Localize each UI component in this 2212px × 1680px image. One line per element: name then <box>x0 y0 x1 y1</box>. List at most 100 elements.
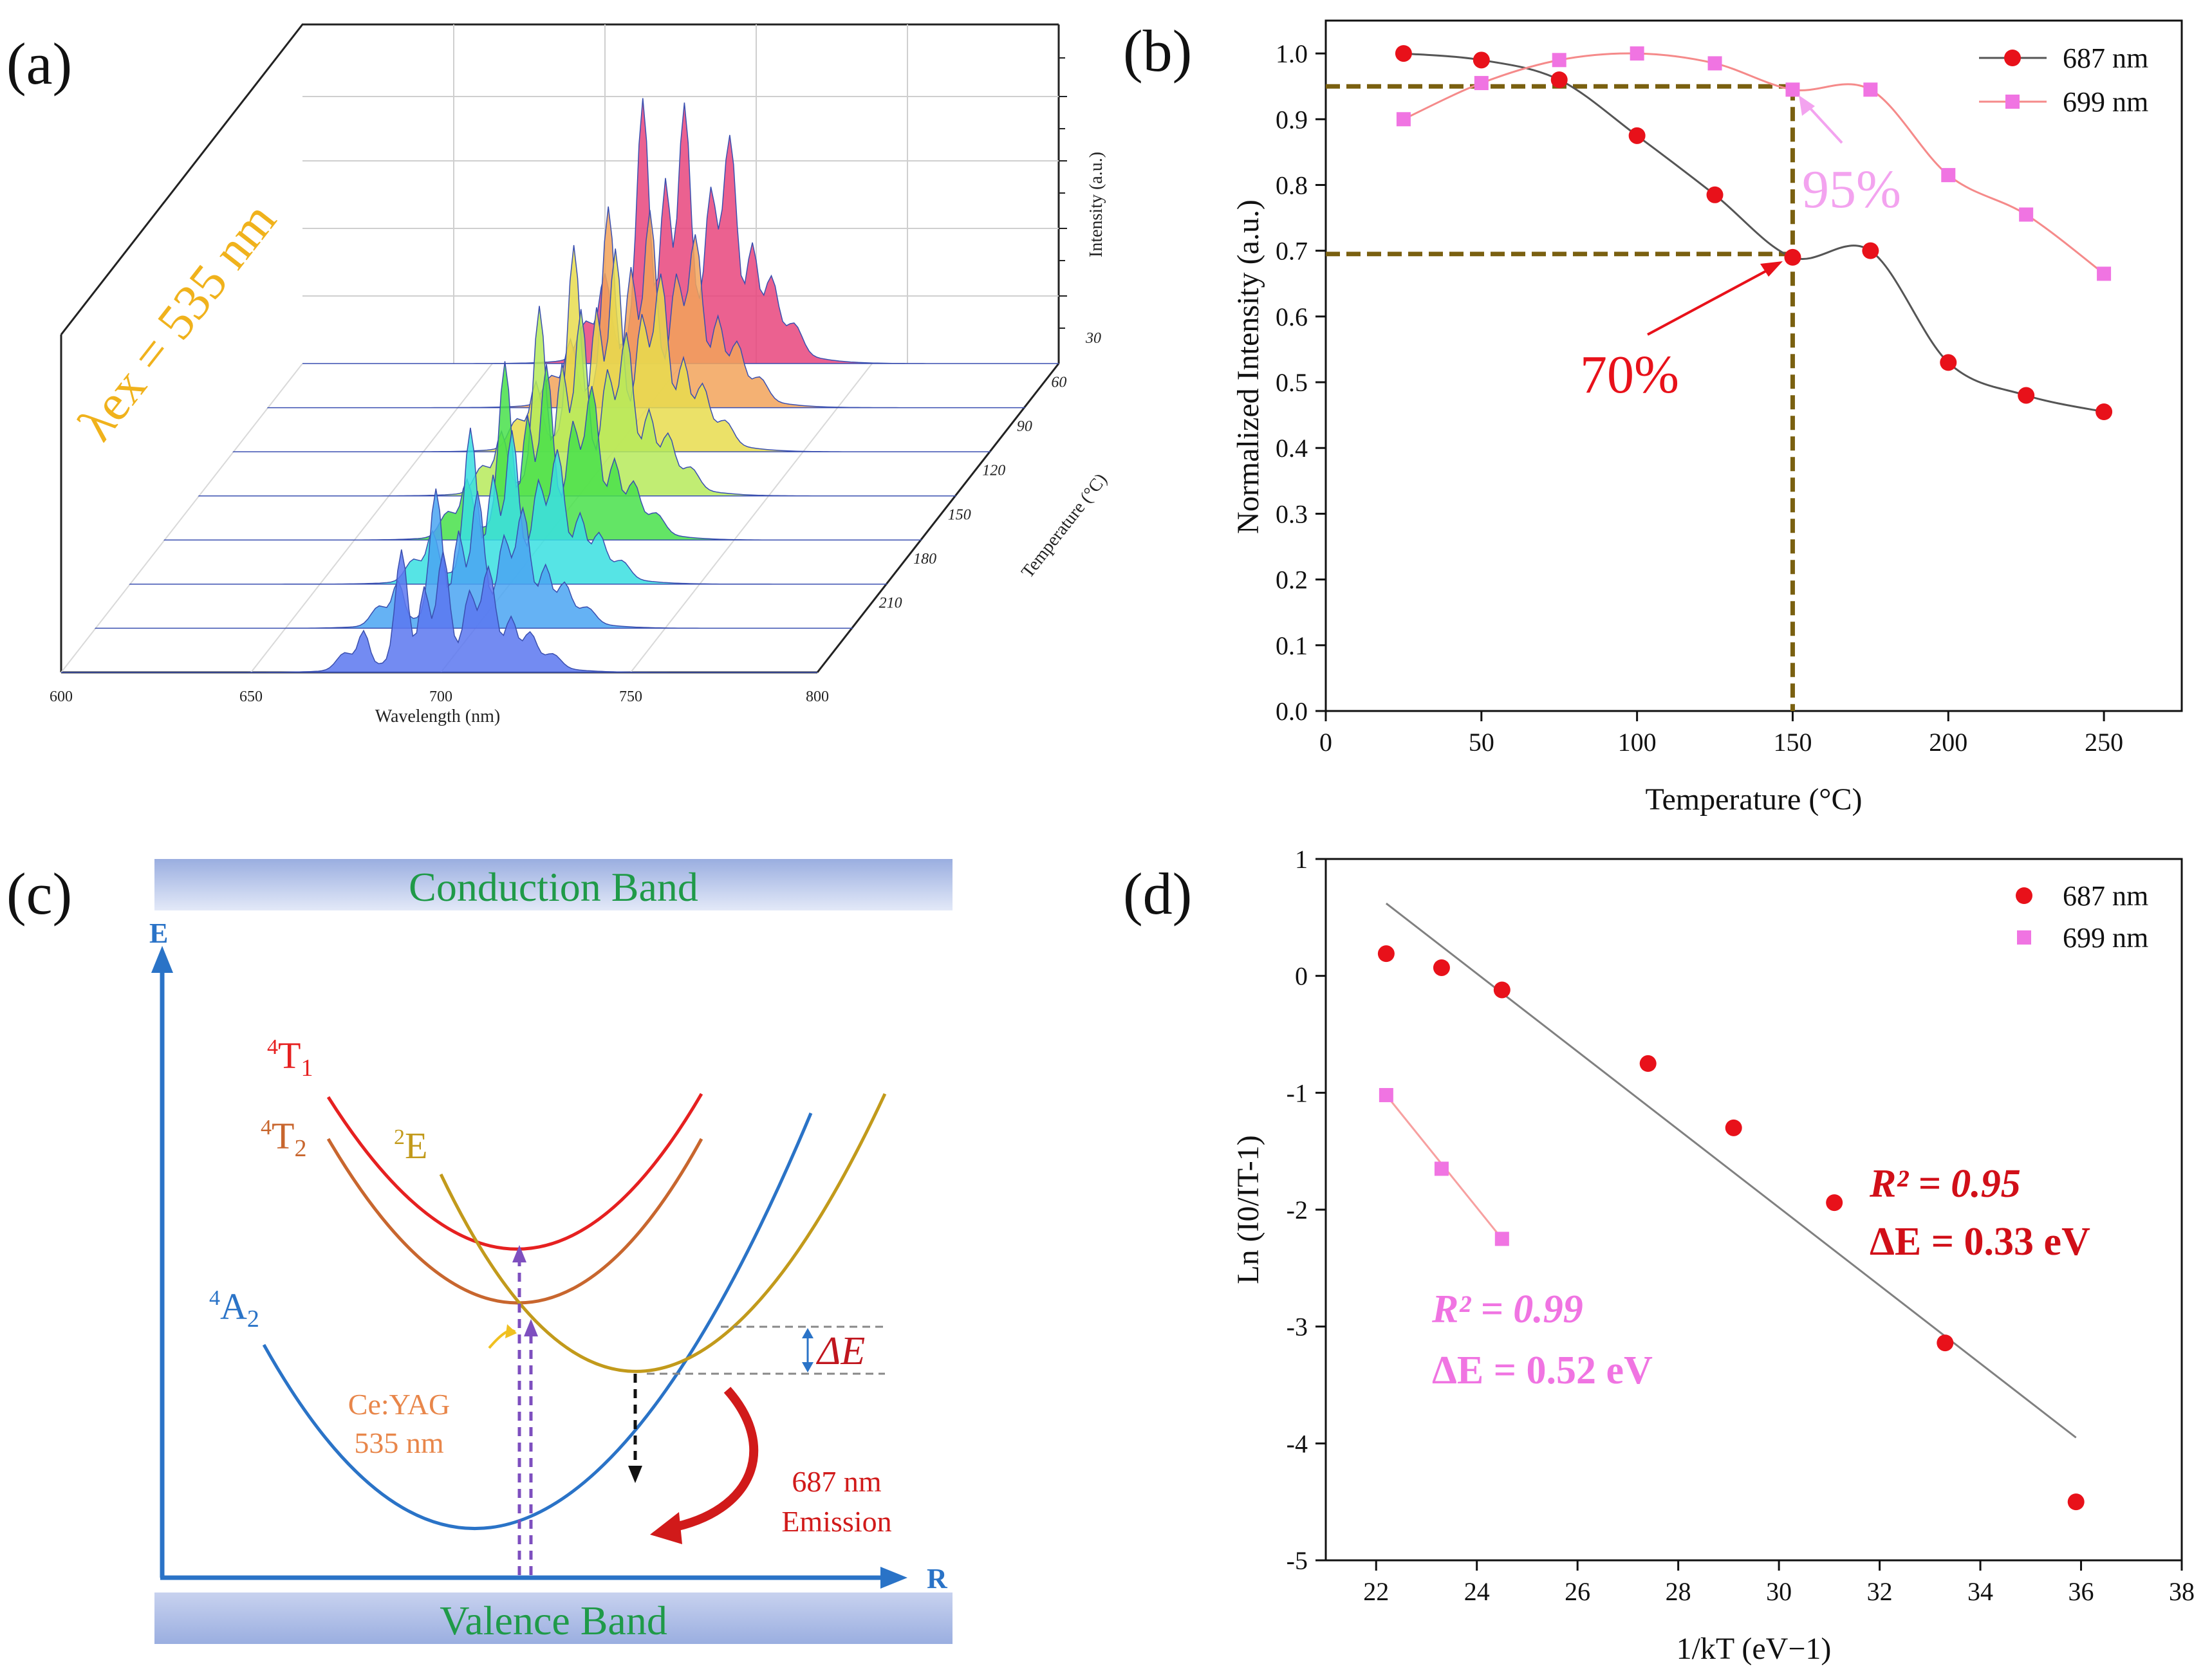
curve-2E <box>439 1093 887 1373</box>
wl-tick-650: 650 <box>239 688 263 705</box>
wl-tick-800: 800 <box>806 688 829 705</box>
x-tick-label: 30 <box>1766 1577 1792 1606</box>
temperature-tick-labels: 30 60 90 120 150 180 210 <box>879 330 1101 611</box>
temperature-axis <box>816 363 1060 673</box>
emission-curved-arrow <box>668 1387 759 1533</box>
legend-label-687: 687 nm <box>2063 42 2148 74</box>
point-687nm <box>1377 945 1395 963</box>
x-tick-label: 38 <box>2169 1577 2195 1606</box>
temp-tick-150: 150 <box>948 506 971 523</box>
y-tick-label: 1.0 <box>1276 39 1308 68</box>
arrow-95 <box>1799 95 1843 144</box>
temp-tick-180: 180 <box>913 551 936 568</box>
legend-marker-699 <box>2017 930 2031 945</box>
point-687nm <box>1862 242 1879 259</box>
y-tick-label: 0.1 <box>1276 631 1308 660</box>
series-line-687nm <box>1403 52 2105 413</box>
y-tick-label: -3 <box>1287 1313 1308 1342</box>
series <box>1395 45 2113 421</box>
excitation-label: λex = 535 nm <box>68 192 287 451</box>
temp-tick-120: 120 <box>982 463 1005 479</box>
x-tick-label: 0 <box>1319 728 1332 757</box>
wl-tick-750: 750 <box>619 688 642 705</box>
box-top-edge <box>60 23 1059 335</box>
point-687nm <box>1784 248 1801 266</box>
point-687nm <box>2096 403 2113 421</box>
label-4T1: 4T1 <box>267 1035 313 1082</box>
point-699nm <box>1863 82 1878 97</box>
spectrum-layer-2 <box>129 427 888 585</box>
x-tick-label: 100 <box>1618 728 1657 757</box>
panel-d-label: (d) <box>1123 861 1192 927</box>
y-tick-label: 0.4 <box>1276 434 1308 463</box>
annotation-70: 70% <box>1580 345 1679 405</box>
point-687nm <box>1725 1119 1742 1136</box>
point-699nm <box>1707 56 1722 71</box>
y-tick-label: 0.6 <box>1276 302 1308 331</box>
spectrum-layer-6 <box>266 206 1026 409</box>
conduction-band-label: Conduction Band <box>409 864 698 910</box>
y-tick-label: 0.2 <box>1276 566 1308 595</box>
axes: 22 24 26 28 30 32 34 36 38 1 0 -1 -2 -3 -4 -5 <box>1287 845 2195 1606</box>
x-tick-label: 34 <box>1967 1577 1993 1606</box>
arrow-70 <box>1647 261 1783 336</box>
annotation-95: 95% <box>1802 160 1901 219</box>
legend-label-687: 687 nm <box>2063 880 2148 912</box>
intensity-axis-title: Intensity (a.u.) <box>1086 152 1106 257</box>
point-699nm <box>1396 112 1411 127</box>
x-axis-title: 1/kT (eV−1) <box>1677 1632 1832 1666</box>
point-687nm <box>1493 981 1510 999</box>
panel-d-chart: (d) 22 24 26 28 30 32 34 36 38 1 0 -1 -2 -3 -4 -5 687 n… <box>1123 845 2195 1666</box>
temp-tick-60: 60 <box>1051 374 1066 391</box>
point-699nm <box>2019 207 2034 222</box>
point-687nm <box>1395 45 1412 62</box>
axes: 0 50 100 150 200 250 0.0 0.1 0.2 0.3 0.4 0.5 0.6 0.7 0… <box>1276 39 2123 757</box>
y-tick-label: -2 <box>1287 1195 1308 1224</box>
point-687nm <box>1940 354 1957 371</box>
legend-marker-687 <box>2004 50 2021 66</box>
deltaE-label: ΔE <box>815 1329 865 1373</box>
point-699nm <box>1941 168 1956 183</box>
series <box>1377 945 2085 1511</box>
annotation-r2-687: R² = 0.95 <box>1869 1162 2021 1206</box>
point-687nm <box>1550 71 1568 88</box>
point-687nm <box>1706 186 1724 203</box>
pump-label-line1: Ce:YAG <box>348 1388 450 1421</box>
temp-tick-30: 30 <box>1085 330 1101 347</box>
axis-r-label: R <box>927 1563 948 1594</box>
legend-label-699: 699 nm <box>2063 922 2148 954</box>
point-687nm <box>1826 1194 1843 1212</box>
annotation-r2-699: R² = 0.99 <box>1431 1288 1583 1331</box>
point-687nm <box>2067 1493 2085 1511</box>
point-699nm <box>1474 76 1489 91</box>
plot-frame <box>1324 858 2183 1562</box>
temp-tick-210: 210 <box>879 595 902 611</box>
label-4A2: 4A2 <box>209 1286 259 1333</box>
annotation-delta-699: ΔE = 0.52 eV <box>1432 1349 1653 1392</box>
x-tick-label: 250 <box>2085 728 2123 757</box>
spectrum-30 <box>302 98 1059 364</box>
valence-band <box>154 1592 953 1644</box>
x-tick-label: 36 <box>2068 1577 2094 1606</box>
annotation-delta-687: ΔE = 0.33 eV <box>1870 1220 2090 1264</box>
conduction-band <box>154 859 953 910</box>
spectrum-layer-3 <box>163 361 922 541</box>
y-tick-label: 0.9 <box>1276 105 1308 134</box>
spectrum-layer-0 <box>61 549 817 673</box>
pump-label-line2: 535 nm <box>354 1426 444 1459</box>
wl-tick-700: 700 <box>429 688 452 705</box>
x-tick-label: 24 <box>1464 1577 1490 1606</box>
point-699nm <box>1785 82 1800 97</box>
label-4T2: 4T2 <box>261 1115 306 1162</box>
x-tick-label: 22 <box>1363 1577 1389 1606</box>
point-699nm <box>1552 53 1566 68</box>
temperature-axis-title: Temperature (°C) <box>1018 470 1111 582</box>
point-687nm <box>1639 1055 1657 1072</box>
axis-e-label: E <box>149 918 168 949</box>
y-tick-label: 0.0 <box>1276 697 1308 726</box>
wl-tick-600: 600 <box>50 688 73 705</box>
energy-axis-arrowhead <box>151 946 173 973</box>
y-axis-title: Ln (I0/IT-1) <box>1231 1135 1265 1284</box>
y-tick-label: 1 <box>1295 845 1308 874</box>
valence-band-label: Valence Band <box>440 1598 667 1643</box>
